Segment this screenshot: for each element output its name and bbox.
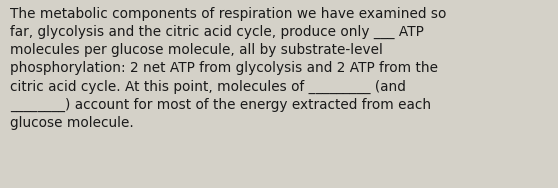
Text: The metabolic components of respiration we have examined so
far, glycolysis and : The metabolic components of respiration …: [10, 7, 446, 130]
